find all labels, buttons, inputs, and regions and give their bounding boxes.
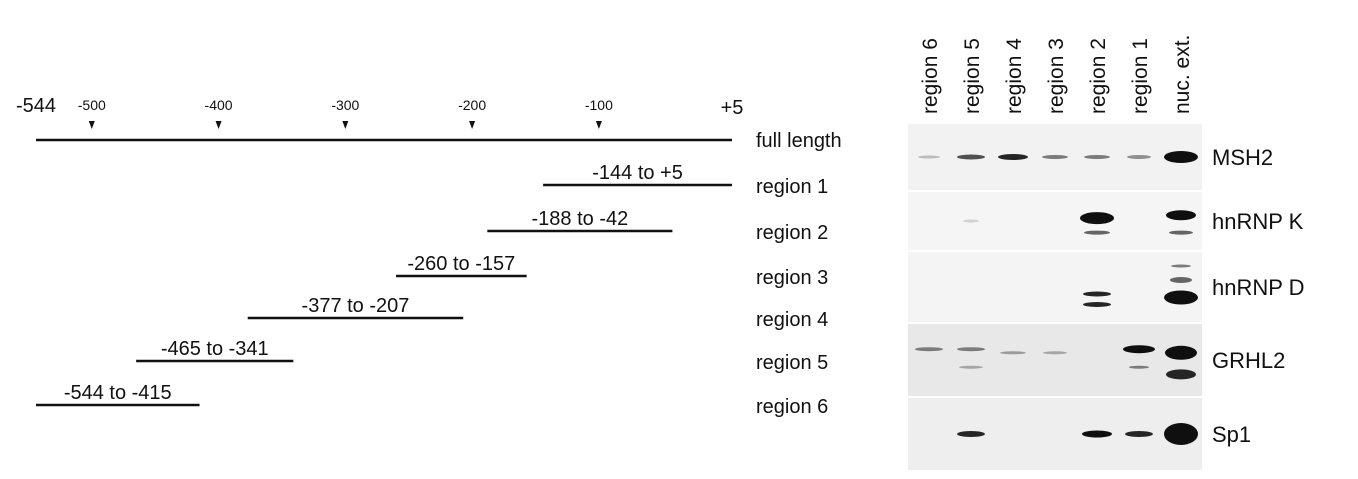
blot-band xyxy=(1170,277,1192,283)
region-range-label: -465 to -341 xyxy=(161,338,269,360)
blot-band xyxy=(1164,151,1198,163)
protein-label: MSH2 xyxy=(1212,145,1273,170)
blot-band xyxy=(1084,155,1110,159)
scale-tick-label: -300 xyxy=(331,97,359,113)
blot-band xyxy=(998,154,1028,160)
blot-band xyxy=(1125,431,1153,437)
scale-tick-label: -400 xyxy=(205,97,233,113)
protein-label: hnRNP D xyxy=(1212,275,1305,300)
blot-band xyxy=(959,366,983,369)
region-name: region 5 xyxy=(756,352,828,374)
region-range-label: -377 to -207 xyxy=(302,295,410,317)
blot-band xyxy=(1123,345,1155,353)
lane-label: region 6 xyxy=(919,38,942,114)
lane-label: region 2 xyxy=(1087,38,1110,114)
blot-band xyxy=(915,347,943,351)
blot-band xyxy=(1082,431,1112,438)
protein-label: Sp1 xyxy=(1212,422,1251,447)
blot-band xyxy=(1084,231,1110,235)
region-name: region 2 xyxy=(756,222,828,244)
region-name: region 4 xyxy=(756,309,828,331)
blot-band xyxy=(1166,369,1196,379)
region-name: region 3 xyxy=(756,267,828,289)
blot-panel xyxy=(908,252,1202,322)
blot-band xyxy=(1080,212,1114,224)
blot-band xyxy=(963,220,979,223)
blot-band xyxy=(1164,291,1198,305)
blot-band xyxy=(1127,155,1151,159)
blot-band xyxy=(1171,265,1191,268)
lane-label: region 4 xyxy=(1003,38,1026,114)
blot-panel xyxy=(908,398,1202,470)
blot-band xyxy=(1083,292,1111,297)
region-range-label: -188 to -42 xyxy=(532,208,629,230)
blot-band xyxy=(1129,366,1149,369)
blot-band xyxy=(918,156,940,159)
blot-band xyxy=(1165,346,1197,360)
blot-band xyxy=(1169,231,1193,235)
blot-band xyxy=(1043,351,1067,354)
scale-tick xyxy=(469,121,475,129)
blot-band xyxy=(1042,155,1068,159)
lane-label: nuc. ext. xyxy=(1171,35,1194,114)
blot-band xyxy=(1083,302,1111,307)
blot-band xyxy=(957,431,985,437)
map-end-label: +5 xyxy=(721,97,744,119)
figure: -544 +5 full length -500 -400 -300 -200 -100… xyxy=(0,0,1358,474)
scale-tick xyxy=(596,121,602,129)
full-length-label: full length xyxy=(756,130,842,152)
region-name: region 1 xyxy=(756,176,828,198)
blot-band xyxy=(1000,351,1026,354)
region-range-label: -544 to -415 xyxy=(64,382,172,404)
lane-label: region 5 xyxy=(961,38,984,114)
blot-panel xyxy=(908,324,1202,396)
scale-tick-label: -100 xyxy=(585,97,613,113)
scale-tick xyxy=(89,121,95,129)
lane-label: region 3 xyxy=(1045,38,1068,114)
scale-tick-label: -200 xyxy=(458,97,486,113)
protein-label: GRHL2 xyxy=(1212,348,1285,373)
region-range-label: -144 to +5 xyxy=(592,162,683,184)
scale-tick xyxy=(342,121,348,129)
lane-label: region 1 xyxy=(1129,38,1152,114)
scale-tick xyxy=(216,121,222,129)
protein-label: hnRNP K xyxy=(1212,209,1304,234)
region-name: region 6 xyxy=(756,396,828,418)
region-range-label: -260 to -157 xyxy=(407,253,515,275)
map-start-label: -544 xyxy=(16,95,56,117)
blot-band xyxy=(957,347,985,351)
blot-band xyxy=(957,155,985,160)
blot-band xyxy=(1166,210,1196,220)
blot-panel xyxy=(908,192,1202,250)
blot-band xyxy=(1164,423,1198,445)
scale-tick-label: -500 xyxy=(78,97,106,113)
